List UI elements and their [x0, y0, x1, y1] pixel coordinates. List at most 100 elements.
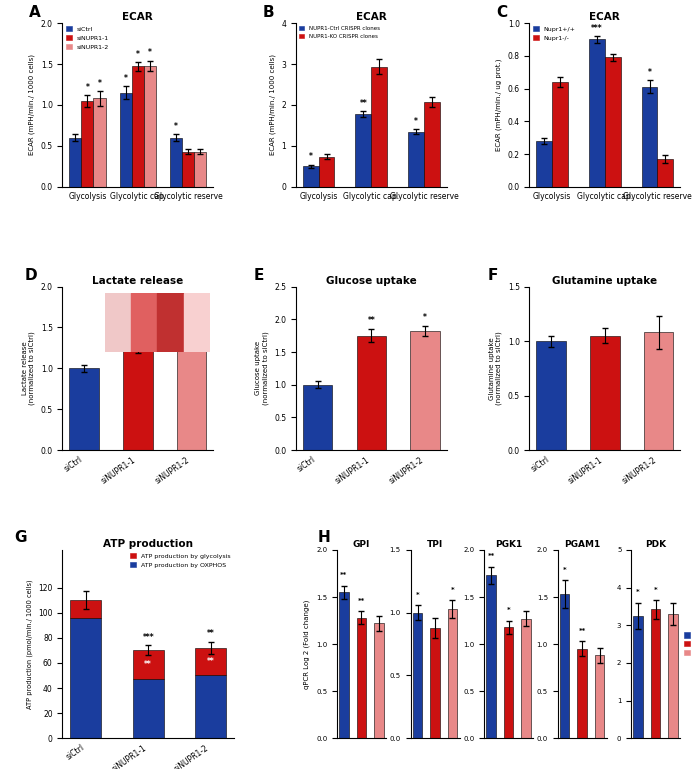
- Bar: [504, 628, 514, 738]
- Text: E: E: [254, 268, 264, 283]
- Bar: [357, 335, 386, 450]
- Bar: [536, 341, 566, 450]
- Text: *: *: [654, 587, 657, 592]
- Text: **: **: [358, 598, 365, 604]
- Title: PGAM1: PGAM1: [564, 540, 600, 549]
- Text: **: **: [340, 572, 348, 578]
- Title: ECAR: ECAR: [356, 12, 387, 22]
- Bar: [560, 594, 569, 738]
- Bar: [357, 618, 366, 738]
- Text: H: H: [317, 531, 330, 545]
- Legend: Nupr1+/+, Nupr1-/-: Nupr1+/+, Nupr1-/-: [532, 26, 576, 41]
- Bar: [590, 335, 620, 450]
- Bar: [123, 348, 153, 450]
- Text: *: *: [414, 117, 418, 126]
- Bar: [194, 151, 206, 187]
- Bar: [668, 614, 678, 738]
- Bar: [410, 331, 440, 450]
- Bar: [536, 141, 552, 187]
- Text: **: **: [367, 316, 375, 325]
- Bar: [81, 101, 94, 187]
- Bar: [657, 159, 673, 187]
- Text: D: D: [25, 268, 37, 283]
- Legend: ATP production by glycolysis, ATP production by OXPHOS: ATP production by glycolysis, ATP produc…: [130, 553, 231, 568]
- Text: *: *: [136, 330, 139, 339]
- Bar: [195, 675, 226, 738]
- Text: *: *: [136, 50, 139, 59]
- Title: ECAR: ECAR: [122, 12, 153, 22]
- Text: **: **: [207, 657, 214, 666]
- Bar: [132, 66, 144, 187]
- Title: TPI: TPI: [427, 540, 443, 549]
- Bar: [634, 616, 643, 738]
- Bar: [521, 619, 531, 738]
- Bar: [644, 332, 673, 450]
- Y-axis label: ECAR (mPH/min./ 1000 cells): ECAR (mPH/min./ 1000 cells): [28, 55, 35, 155]
- Text: *: *: [98, 78, 101, 88]
- Text: F: F: [487, 268, 498, 283]
- Text: *: *: [309, 152, 313, 161]
- Bar: [119, 92, 132, 187]
- Text: B: B: [263, 5, 274, 19]
- Bar: [195, 647, 226, 675]
- Bar: [651, 610, 661, 738]
- Bar: [170, 138, 182, 187]
- Bar: [303, 166, 319, 187]
- Text: **: **: [359, 98, 367, 108]
- Title: Glutamine uptake: Glutamine uptake: [552, 276, 657, 286]
- Y-axis label: Glutamine uptake
(normalized to siCtrl): Glutamine uptake (normalized to siCtrl): [489, 331, 502, 405]
- Bar: [182, 151, 194, 187]
- Bar: [70, 618, 101, 738]
- Text: A: A: [29, 5, 41, 19]
- Title: ATP production: ATP production: [103, 539, 193, 549]
- Bar: [144, 65, 156, 187]
- Bar: [339, 592, 349, 738]
- Text: *: *: [124, 74, 128, 83]
- Y-axis label: ECAR (mPH/min./ ug prot.): ECAR (mPH/min./ ug prot.): [496, 58, 502, 151]
- Legend: NUPR1-Ctrl CRISPR clones, NUPR1-KO CRISPR clones: NUPR1-Ctrl CRISPR clones, NUPR1-KO CRISP…: [298, 26, 380, 39]
- Bar: [424, 102, 440, 187]
- Bar: [371, 67, 387, 187]
- Y-axis label: Glucose uptake
(normalized to siCtrl): Glucose uptake (normalized to siCtrl): [255, 331, 269, 405]
- Title: PDK: PDK: [645, 540, 666, 549]
- Bar: [642, 87, 657, 187]
- Y-axis label: ECAR (mPH/min./ 1000 cells): ECAR (mPH/min./ 1000 cells): [269, 55, 276, 155]
- Bar: [69, 138, 81, 187]
- Bar: [589, 39, 604, 187]
- Title: ECAR: ECAR: [589, 12, 620, 22]
- Bar: [303, 384, 332, 450]
- Bar: [413, 613, 423, 738]
- Bar: [374, 624, 384, 738]
- Text: C: C: [496, 5, 507, 19]
- Text: *: *: [85, 83, 90, 92]
- Text: **: **: [144, 661, 152, 669]
- Bar: [70, 600, 101, 618]
- Legend: siCtrl, siNUPR1-1, siNUPR1-2: siCtrl, siNUPR1-1, siNUPR1-2: [684, 632, 694, 656]
- Text: *: *: [416, 591, 419, 598]
- Text: **: **: [487, 554, 495, 559]
- Text: *: *: [507, 607, 510, 613]
- Bar: [577, 649, 587, 738]
- Bar: [408, 131, 424, 187]
- Bar: [319, 157, 335, 187]
- Text: **: **: [579, 628, 586, 634]
- Bar: [69, 368, 99, 450]
- Bar: [430, 628, 440, 738]
- Bar: [133, 679, 164, 738]
- Bar: [133, 651, 164, 679]
- Title: PGK1: PGK1: [495, 540, 522, 549]
- Text: *: *: [148, 48, 152, 58]
- Title: Lactate release: Lactate release: [92, 276, 183, 286]
- Text: *: *: [423, 313, 427, 322]
- Bar: [595, 655, 604, 738]
- Text: ***: ***: [142, 633, 154, 641]
- Bar: [177, 335, 206, 450]
- Text: *: *: [189, 317, 194, 326]
- Bar: [94, 98, 105, 187]
- Text: **: **: [207, 629, 214, 638]
- Text: *: *: [174, 122, 178, 131]
- Text: *: *: [636, 589, 640, 595]
- Text: ***: ***: [591, 24, 602, 33]
- Title: Glucose uptake: Glucose uptake: [326, 276, 416, 286]
- Bar: [604, 58, 620, 187]
